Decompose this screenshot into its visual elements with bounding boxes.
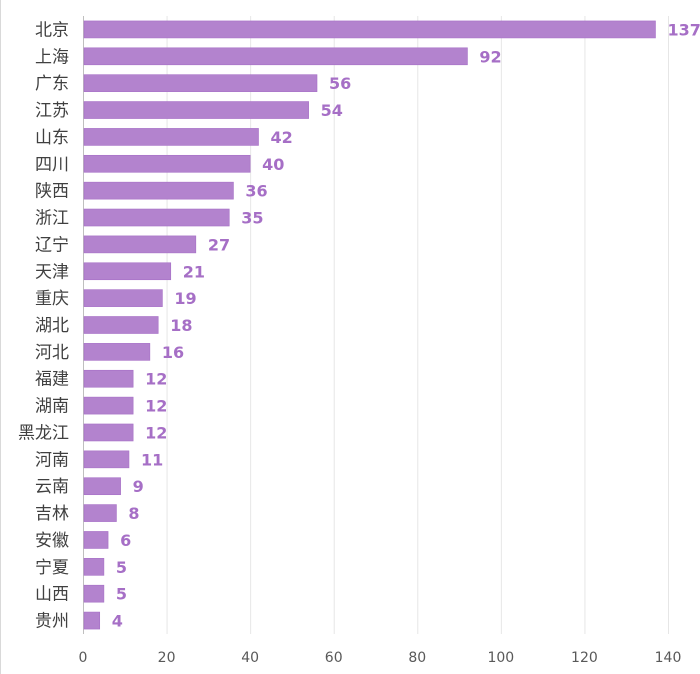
data-label: 92 <box>479 47 501 66</box>
x-tick-label: 0 <box>79 650 88 666</box>
bar <box>83 450 130 469</box>
x-tick-label: 80 <box>408 650 426 666</box>
bar <box>83 74 318 92</box>
data-label: 18 <box>170 316 192 335</box>
category-label: 宁夏 <box>35 558 69 578</box>
category-label: 安徽 <box>35 531 69 551</box>
x-tick-label: 120 <box>571 650 598 666</box>
category-label: 吉林 <box>35 504 69 524</box>
x-tick-label: 140 <box>655 650 682 666</box>
data-label: 12 <box>145 370 167 389</box>
category-label: 天津 <box>35 262 69 282</box>
data-label: 6 <box>120 531 131 550</box>
bar <box>83 128 259 146</box>
bar <box>83 531 109 549</box>
category-label: 山东 <box>35 128 69 148</box>
bar <box>83 504 117 522</box>
data-label: 12 <box>145 397 167 416</box>
bar <box>83 343 151 361</box>
bar <box>83 289 163 307</box>
category-label: 重庆 <box>35 289 69 309</box>
data-label: 36 <box>245 182 267 201</box>
bar <box>83 208 230 227</box>
category-label: 陕西 <box>35 182 69 202</box>
data-label: 5 <box>116 585 127 604</box>
data-label: 11 <box>141 450 163 469</box>
bar <box>83 611 101 630</box>
category-label: 广东 <box>35 74 69 94</box>
data-label: 16 <box>162 343 184 362</box>
left-border-line <box>0 0 1 674</box>
data-label: 35 <box>241 209 263 228</box>
bar <box>83 477 121 496</box>
category-label: 河北 <box>35 343 69 363</box>
category-label: 河南 <box>35 450 69 470</box>
category-label: 浙江 <box>35 209 69 229</box>
data-label: 27 <box>208 235 230 254</box>
category-label: 福建 <box>35 370 69 390</box>
bar <box>83 20 656 39</box>
x-tick-label: 60 <box>325 650 343 666</box>
x-tick-label: 20 <box>158 650 176 666</box>
x-tick-label: 100 <box>487 650 514 666</box>
data-label: 9 <box>133 477 144 496</box>
bar <box>83 584 105 603</box>
category-label: 湖南 <box>35 397 69 417</box>
bar <box>83 369 134 388</box>
bar <box>83 262 172 281</box>
category-label: 云南 <box>35 477 69 497</box>
data-label: 56 <box>329 74 351 93</box>
x-tick-label: 40 <box>241 650 259 666</box>
category-label: 辽宁 <box>35 235 69 255</box>
data-label: 21 <box>183 262 205 281</box>
category-label: 黑龙江 <box>18 423 69 443</box>
category-label: 四川 <box>35 155 69 175</box>
data-label: 40 <box>262 155 284 174</box>
bar <box>83 154 251 173</box>
bar <box>83 101 309 119</box>
data-label: 4 <box>112 612 123 631</box>
category-label: 贵州 <box>35 612 69 632</box>
bar <box>83 316 159 334</box>
bar <box>83 235 197 254</box>
bar <box>83 181 234 200</box>
category-label: 上海 <box>35 47 69 67</box>
data-label: 54 <box>321 101 343 120</box>
data-label: 19 <box>174 289 196 308</box>
data-label: 42 <box>271 128 293 147</box>
data-label: 12 <box>145 423 167 442</box>
data-label: 8 <box>128 504 139 523</box>
bar <box>83 47 468 66</box>
bar <box>83 423 134 442</box>
category-label: 北京 <box>35 20 69 40</box>
data-label: 5 <box>116 558 127 577</box>
category-label: 山西 <box>35 585 69 605</box>
category-label: 江苏 <box>35 101 69 121</box>
bar <box>83 558 105 576</box>
bar <box>83 396 134 415</box>
category-label: 湖北 <box>35 316 69 336</box>
data-label: 137 <box>667 20 700 39</box>
